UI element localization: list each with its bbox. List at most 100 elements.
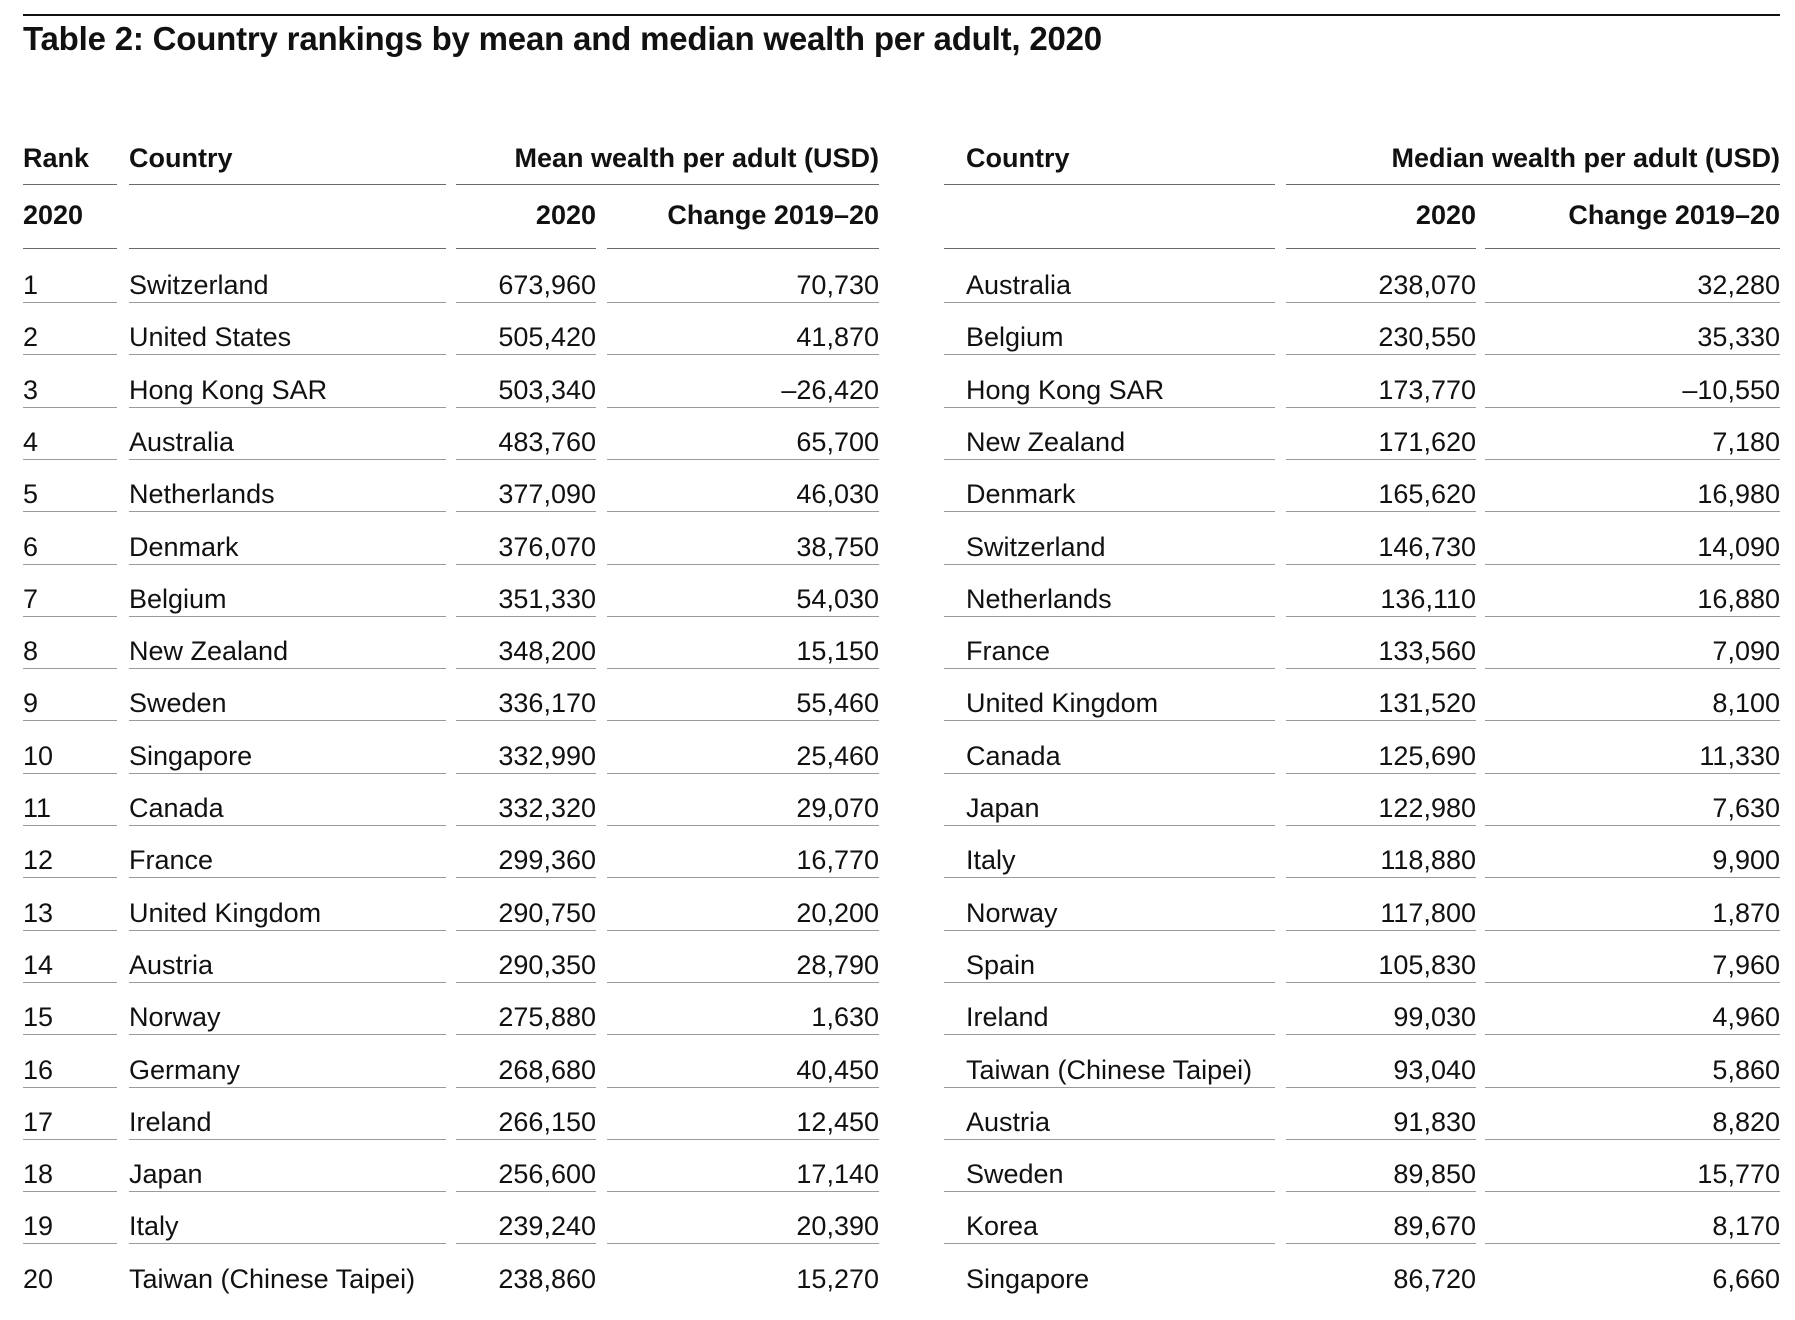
cell-mean-country: Canada [129, 793, 224, 823]
cell-rank: 4 [23, 427, 39, 457]
header-mean-group: Mean wealth per adult (USD) [514, 143, 879, 173]
cell-median-country: Korea [966, 1211, 1039, 1241]
cell-mean: 505,420 [498, 322, 596, 352]
row-rule [1485, 459, 1780, 460]
header-country-mean: Country [129, 143, 233, 173]
cell-mean-country: United Kingdom [129, 898, 322, 928]
header-median-year: 2020 [1415, 200, 1476, 230]
cell-rank: 19 [23, 1211, 54, 1241]
row-rule [23, 302, 117, 303]
cell-median-country: Spain [966, 950, 1036, 980]
cell-mean: 503,340 [498, 375, 596, 405]
cell-median-change: 8,100 [1712, 688, 1780, 718]
row-rule [607, 459, 879, 460]
cell-rank: 3 [23, 375, 39, 405]
row-rule [607, 825, 879, 826]
row-rule [23, 930, 117, 931]
row-rule [23, 354, 117, 355]
cell-median-change: 9,900 [1712, 845, 1780, 875]
cell-median-change: 15,770 [1697, 1159, 1780, 1189]
cell-median-country: Hong Kong SAR [966, 375, 1165, 405]
cell-mean-change: 1,630 [811, 1002, 879, 1032]
row-rule [1485, 720, 1780, 721]
row-rule [456, 407, 596, 408]
cell-mean: 332,990 [498, 741, 596, 771]
cell-median-change: 7,960 [1712, 950, 1780, 980]
cell-median-country: Netherlands [966, 584, 1112, 614]
cell-median-country: Ireland [966, 1002, 1049, 1032]
cell-mean: 483,760 [498, 427, 596, 457]
row-rule [23, 773, 117, 774]
cell-mean-country: United States [129, 322, 292, 352]
row-rule [23, 825, 117, 826]
cell-rank: 10 [23, 741, 54, 771]
row-rule [1485, 616, 1780, 617]
header-rule [23, 184, 117, 185]
cell-mean-country: France [129, 845, 214, 875]
row-rule [23, 1243, 117, 1244]
row-rule [944, 1139, 1275, 1140]
cell-mean: 290,750 [498, 898, 596, 928]
cell-rank: 14 [23, 950, 54, 980]
row-rule [456, 354, 596, 355]
cell-median: 86,720 [1393, 1264, 1476, 1294]
cell-mean-country: New Zealand [129, 636, 289, 666]
cell-median-change: 6,660 [1712, 1264, 1780, 1294]
row-rule [1485, 354, 1780, 355]
cell-mean: 351,330 [498, 584, 596, 614]
cell-mean-change: 20,390 [796, 1211, 879, 1241]
header-rule [456, 184, 879, 185]
row-rule [1286, 302, 1476, 303]
row-rule [944, 1243, 1275, 1244]
cell-median-country: Belgium [966, 322, 1064, 352]
row-rule [1286, 825, 1476, 826]
row-rule [1485, 982, 1780, 983]
cell-mean-country: Singapore [129, 741, 253, 771]
row-rule [607, 407, 879, 408]
row-rule [129, 1243, 446, 1244]
cell-mean: 299,360 [498, 845, 596, 875]
cell-mean: 275,880 [498, 1002, 596, 1032]
cell-median: 136,110 [1380, 584, 1476, 614]
row-rule [23, 564, 117, 565]
cell-rank: 7 [23, 584, 39, 614]
cell-median-change: 7,180 [1712, 427, 1780, 457]
cell-median-country: Sweden [966, 1159, 1064, 1189]
cell-mean-change: 55,460 [796, 688, 879, 718]
row-rule [129, 720, 446, 721]
cell-rank: 1 [23, 270, 39, 300]
row-rule [23, 407, 117, 408]
row-rule [607, 877, 879, 878]
cell-median: 122,980 [1378, 793, 1476, 823]
row-rule [944, 982, 1275, 983]
row-rule [129, 825, 446, 826]
row-rule [944, 302, 1275, 303]
row-rule [1286, 616, 1476, 617]
row-rule [456, 720, 596, 721]
cell-median: 118,880 [1380, 845, 1476, 875]
cell-median-country: Norway [966, 898, 1058, 928]
row-rule [1286, 1191, 1476, 1192]
row-rule [1286, 720, 1476, 721]
cell-median-change: 11,330 [1699, 741, 1780, 771]
row-rule [944, 511, 1275, 512]
row-rule [944, 1191, 1275, 1192]
cell-median-change: 1,870 [1712, 898, 1780, 928]
header-median-group: Median wealth per adult (USD) [1391, 143, 1780, 173]
row-rule [129, 564, 446, 565]
row-rule [1286, 564, 1476, 565]
row-rule [1286, 459, 1476, 460]
cell-median: 238,070 [1378, 270, 1476, 300]
cell-mean: 376,070 [498, 532, 596, 562]
cell-median: 89,670 [1393, 1211, 1476, 1241]
row-rule [129, 354, 446, 355]
cell-rank: 5 [23, 479, 39, 509]
header-rule [1286, 184, 1780, 185]
cell-mean-country: Germany [129, 1055, 241, 1085]
row-rule [23, 1139, 117, 1140]
header-rule [129, 248, 446, 249]
row-rule [1286, 1034, 1476, 1035]
row-rule [129, 1034, 446, 1035]
row-rule [1485, 877, 1780, 878]
header-mean-year: 2020 [535, 200, 596, 230]
